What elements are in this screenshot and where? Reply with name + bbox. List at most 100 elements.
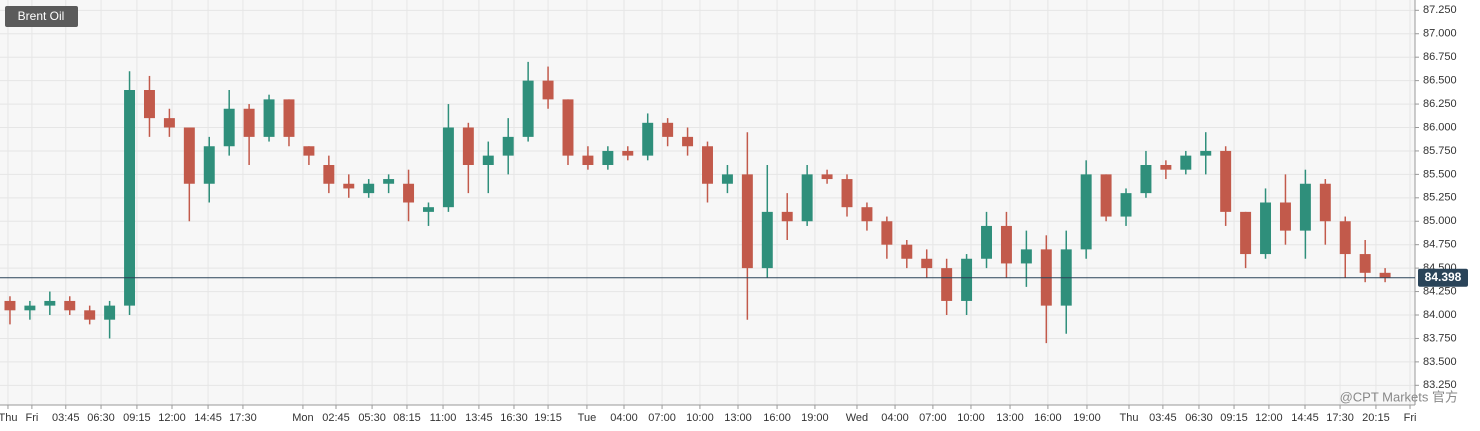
candle-body xyxy=(1100,174,1112,217)
candle-body xyxy=(442,127,454,208)
y-tick-label: 84.000 xyxy=(1423,309,1457,321)
chart-title: Brent Oil xyxy=(18,9,65,23)
candle-body xyxy=(283,99,295,137)
x-tick-label: 11:00 xyxy=(430,412,457,424)
x-tick-label: 20:15 xyxy=(1362,412,1390,424)
x-tick-label: 14:45 xyxy=(1291,412,1319,424)
y-tick-label: 84.750 xyxy=(1423,239,1457,251)
candle-body xyxy=(1260,202,1272,255)
x-tick-label: 12:00 xyxy=(1255,412,1283,424)
candle-body xyxy=(1000,225,1012,264)
candle-body xyxy=(44,300,56,306)
candle-body xyxy=(124,90,136,306)
x-tick-label: 10:00 xyxy=(686,412,714,424)
x-tick-label: 16:30 xyxy=(500,412,528,424)
candle-body xyxy=(223,108,235,147)
x-tick-label: 02:45 xyxy=(322,412,350,424)
x-tick-label: Wed xyxy=(846,412,868,424)
candle-body xyxy=(243,108,255,137)
x-tick-label: 08:15 xyxy=(393,412,421,424)
x-tick-label: 07:00 xyxy=(648,412,676,424)
candles xyxy=(4,61,1391,344)
candle-body xyxy=(642,122,654,156)
y-tick-label: 86.250 xyxy=(1423,98,1457,110)
y-tick-label: 86.000 xyxy=(1423,121,1457,133)
candle-body xyxy=(323,165,335,184)
x-tick-label: 07:00 xyxy=(919,412,947,424)
candle-body xyxy=(1080,174,1092,250)
y-tick-label: 87.000 xyxy=(1423,28,1457,40)
candle-body xyxy=(1120,193,1132,217)
candle-body xyxy=(183,127,195,184)
candle-body xyxy=(104,305,116,320)
candle-body xyxy=(363,183,375,194)
x-tick-label: Thu xyxy=(0,412,17,424)
x-tick-label: 13:00 xyxy=(996,412,1024,424)
x-tick-label: 19:00 xyxy=(1073,412,1101,424)
x-tick-label: Fri xyxy=(25,412,38,424)
y-tick-label: 85.500 xyxy=(1423,168,1457,180)
candle-body xyxy=(203,146,215,184)
candle-body xyxy=(1140,165,1152,194)
x-tick-label: 17:30 xyxy=(1326,412,1354,424)
x-tick-label: 09:15 xyxy=(123,412,151,424)
candle-body xyxy=(1200,150,1212,156)
candle-body xyxy=(143,90,155,119)
candle-body xyxy=(761,211,773,269)
candle-body xyxy=(1319,183,1331,222)
candle-body xyxy=(702,146,713,184)
candle-body xyxy=(1220,150,1232,212)
y-tick-label: 83.250 xyxy=(1423,379,1457,391)
candle-body xyxy=(502,136,514,156)
candle-body xyxy=(1160,165,1172,170)
candle-body xyxy=(383,179,395,184)
x-tick-label: Mon xyxy=(292,412,313,424)
candle-body xyxy=(522,80,534,137)
x-tick-label: 04:00 xyxy=(610,412,638,424)
candle-body xyxy=(1299,183,1311,231)
candle-body xyxy=(462,127,474,165)
candle-body xyxy=(64,300,76,311)
x-tick-label: 19:15 xyxy=(534,412,562,424)
title-box xyxy=(5,6,78,27)
x-tick-label: 05:30 xyxy=(358,412,386,424)
candle-body xyxy=(24,305,36,311)
candle-body xyxy=(423,207,434,212)
candle-body xyxy=(84,310,96,320)
candle-body xyxy=(881,221,893,245)
y-tick-label: 87.250 xyxy=(1423,4,1457,16)
x-tick-label: 17:30 xyxy=(229,412,257,424)
candle-body xyxy=(1359,254,1371,273)
candle-body xyxy=(263,99,275,137)
y-tick-label: 83.500 xyxy=(1423,356,1457,368)
x-tick-label: Thu xyxy=(1120,412,1139,424)
candle-body xyxy=(1240,211,1252,255)
candle-body xyxy=(602,150,614,165)
y-tick-label: 86.750 xyxy=(1423,51,1457,63)
candle-body xyxy=(841,179,853,208)
candle-body xyxy=(303,146,315,156)
candle-body xyxy=(343,183,355,189)
x-tick-label: 04:00 xyxy=(881,412,909,424)
x-tick-label: 19:00 xyxy=(801,412,829,424)
candle-body xyxy=(562,99,574,156)
candle-body xyxy=(1180,155,1192,170)
current-price-box xyxy=(1418,268,1468,287)
candle-body xyxy=(901,244,913,259)
x-tick-label: Fri xyxy=(1404,412,1417,424)
candle-body xyxy=(781,211,793,222)
candle-body xyxy=(163,118,175,128)
candle-body xyxy=(921,258,933,269)
candle-body xyxy=(542,80,554,100)
candle-body xyxy=(4,300,16,311)
candle-body xyxy=(1379,272,1391,278)
x-tick-label: 10:00 xyxy=(957,412,985,424)
candle-body xyxy=(403,183,415,203)
x-tick-label: 06:30 xyxy=(87,412,115,424)
x-tick-label: 13:45 xyxy=(465,412,493,424)
candle-body xyxy=(721,174,733,184)
x-tick-label: 03:45 xyxy=(1149,412,1177,424)
x-tick-label: 12:00 xyxy=(158,412,186,424)
y-tick-label: 83.750 xyxy=(1423,332,1457,344)
candle-body xyxy=(941,268,953,301)
